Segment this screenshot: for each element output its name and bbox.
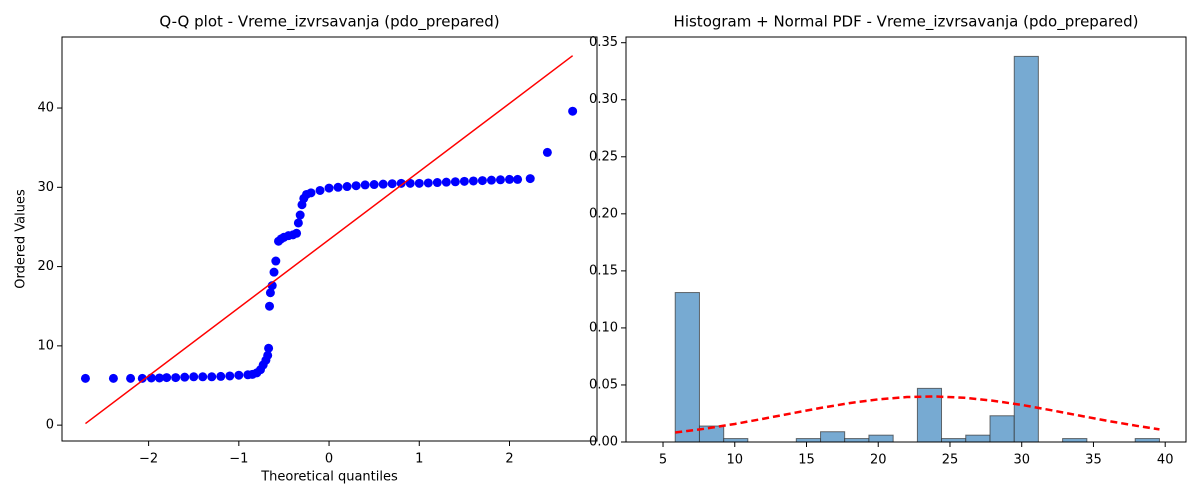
- qq-point: [423, 178, 433, 188]
- y-tick-label: 0.15: [589, 263, 618, 278]
- qq-point: [468, 176, 478, 186]
- qq-point: [162, 373, 172, 383]
- x-tick-label: 40: [1157, 453, 1174, 468]
- qq-point: [293, 218, 303, 228]
- y-tick-label: 30: [37, 180, 54, 195]
- chart-title: Q-Q plot - Vreme_izvrsavanja (pdo_prepar…: [159, 13, 499, 32]
- x-tick-label: 1: [415, 452, 423, 467]
- histogram-bar: [820, 431, 846, 443]
- qq-point: [265, 301, 275, 311]
- plot-frame: [625, 36, 1187, 443]
- histogram-bar: [941, 438, 967, 443]
- qq-point: [504, 174, 514, 184]
- qq-point: [171, 373, 181, 383]
- histogram-bar: [1134, 438, 1160, 443]
- qq-point: [126, 373, 136, 383]
- qq-point: [265, 288, 275, 298]
- x-axis-label: Theoretical quantiles: [260, 470, 398, 485]
- y-tick-label: 0.30: [589, 92, 618, 107]
- qq-point: [450, 177, 460, 187]
- normal-pdf-curve: [675, 395, 1160, 434]
- qq-point: [137, 373, 147, 383]
- x-tick-label: 15: [798, 453, 815, 468]
- qq-point: [324, 183, 334, 193]
- x-tick-label: 20: [870, 453, 887, 468]
- y-tick-label: 10: [37, 338, 54, 353]
- qq-point: [387, 179, 397, 189]
- qq-point: [146, 373, 156, 383]
- y-tick-label: 0.10: [589, 320, 618, 335]
- fit-line: [85, 55, 574, 425]
- qq-point: [154, 373, 164, 383]
- x-tick-label: 35: [1085, 453, 1102, 468]
- y-tick-label: 0.35: [589, 35, 618, 50]
- histogram-bar: [723, 438, 749, 443]
- qq-point: [264, 343, 274, 353]
- qq-point: [477, 176, 487, 186]
- plot-frame: [61, 36, 598, 442]
- qq-point: [495, 175, 505, 185]
- chart-title: Histogram + Normal PDF - Vreme_izvrsavan…: [674, 13, 1139, 32]
- qq-point: [459, 176, 469, 186]
- x-tick-label: 0: [325, 452, 333, 467]
- y-tick-label: 0.20: [589, 206, 618, 221]
- qq-point: [351, 181, 361, 191]
- histogram-bar: [868, 434, 894, 443]
- x-tick-label: 25: [942, 453, 959, 468]
- histogram-bar: [844, 438, 870, 443]
- qq-point: [369, 180, 379, 190]
- qq-point: [432, 178, 442, 188]
- y-tick-label: 0: [46, 418, 54, 433]
- x-tick-label: 5: [659, 453, 667, 468]
- histogram-bar: [674, 292, 700, 443]
- qq-point: [568, 106, 578, 116]
- qq-point: [295, 210, 305, 220]
- y-tick-label: 0.00: [589, 435, 618, 450]
- qq-point: [234, 370, 244, 380]
- qq-point: [486, 175, 496, 185]
- x-tick-label: 30: [1013, 453, 1030, 468]
- histogram-bar: [1013, 55, 1039, 443]
- qq-point: [269, 267, 279, 277]
- qq-point: [80, 373, 90, 383]
- qq-point: [525, 174, 535, 184]
- qq-point: [271, 256, 281, 266]
- x-tick-label: 2: [505, 452, 513, 467]
- y-axis-label: Ordered Values: [14, 189, 29, 289]
- qq-point: [342, 182, 352, 192]
- y-tick-label: 0.05: [589, 377, 618, 392]
- qq-point: [263, 350, 273, 360]
- qq-point: [441, 177, 451, 187]
- qq-point: [513, 174, 523, 184]
- qq-point: [306, 188, 316, 198]
- qq-point: [378, 179, 388, 189]
- histogram-bar: [795, 438, 822, 443]
- qq-point: [108, 373, 118, 383]
- histogram-bar: [1062, 438, 1088, 443]
- y-tick-label: 20: [37, 259, 54, 274]
- qq-point: [315, 185, 325, 195]
- qq-point: [207, 372, 217, 382]
- histogram-bar: [965, 434, 991, 443]
- y-tick-label: 40: [37, 101, 54, 116]
- qq-point: [405, 178, 415, 188]
- x-tick-label: −2: [139, 452, 158, 467]
- qq-point: [542, 147, 552, 157]
- qq-point: [216, 371, 226, 381]
- qq-point: [360, 180, 370, 190]
- qq-point: [198, 372, 208, 382]
- y-tick-label: 0.25: [589, 149, 618, 164]
- x-tick-label: −1: [229, 452, 248, 467]
- qq-point: [292, 228, 302, 238]
- histogram-bar: [989, 415, 1015, 443]
- qq-point: [414, 178, 424, 188]
- qq-point: [396, 178, 406, 188]
- qq-point: [333, 182, 343, 192]
- qq-point: [225, 371, 235, 381]
- qq-point: [189, 372, 199, 382]
- qq-point: [180, 372, 190, 382]
- x-tick-label: 10: [726, 453, 743, 468]
